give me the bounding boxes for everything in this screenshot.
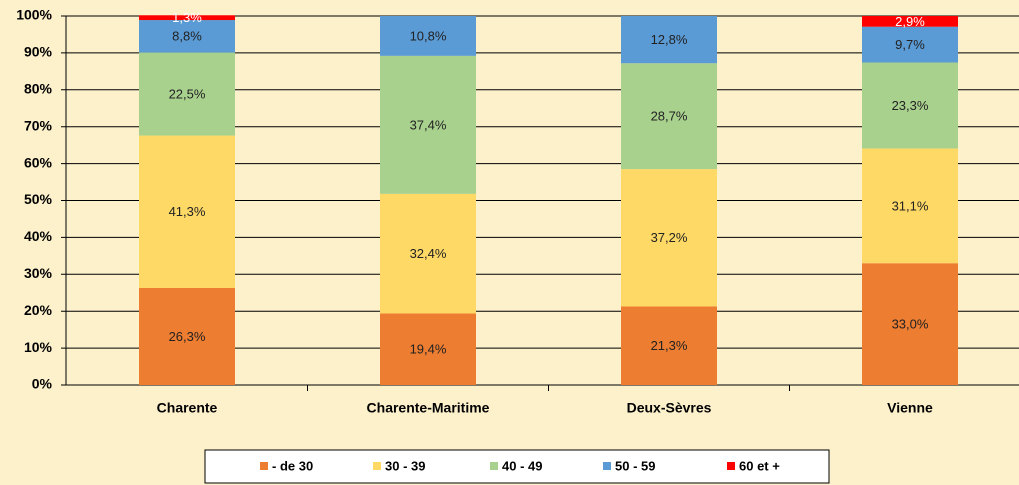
bar-segment: [621, 169, 717, 307]
y-tick-label: 30%: [24, 265, 53, 281]
y-tick-label: 20%: [24, 302, 53, 318]
y-tick-label: 50%: [24, 191, 53, 207]
data-label: 10,8%: [410, 28, 447, 43]
data-label: 21,3%: [651, 338, 688, 353]
bar-segment: [862, 26, 958, 63]
data-label: 33,0%: [892, 317, 929, 332]
x-tick-label: Charente-Maritime: [367, 400, 490, 416]
data-label: 19,4%: [410, 342, 447, 357]
legend-swatch: [260, 462, 268, 470]
bar-segment: [139, 15, 235, 21]
legend-box: [204, 449, 830, 484]
y-tick-label: 100%: [16, 7, 52, 23]
bar-segment: [380, 313, 476, 385]
bar-segment: [139, 287, 235, 385]
legend-swatch: [727, 462, 735, 470]
legend-label: 40 - 49: [502, 458, 542, 473]
legend-label: - de 30: [272, 458, 313, 473]
x-tick-label: Charente: [157, 400, 218, 416]
bar-segment: [862, 148, 958, 264]
data-label: 31,1%: [892, 198, 929, 213]
data-label: 9,7%: [895, 37, 925, 52]
bar-segment: [621, 306, 717, 385]
bar-segment: [862, 263, 958, 385]
data-label: 22,5%: [169, 86, 206, 101]
y-tick-label: 80%: [24, 81, 53, 97]
x-tick-label: Vienne: [887, 400, 933, 416]
y-tick-label: 60%: [24, 154, 53, 170]
legend-label: 50 - 59: [615, 458, 655, 473]
bar-segment: [380, 16, 476, 56]
bar-segment: [139, 20, 235, 53]
bar-segment: [139, 52, 235, 136]
bar-segment: [862, 16, 958, 27]
data-label: 1,3%: [172, 10, 202, 25]
legend-swatch: [373, 462, 381, 470]
data-label: 2,9%: [895, 14, 925, 29]
legend-swatch: [490, 462, 498, 470]
bar-segment: [139, 135, 235, 288]
y-tick-label: 10%: [24, 339, 53, 355]
y-tick-label: 40%: [24, 228, 53, 244]
bar-segment: [862, 62, 958, 149]
data-label: 37,2%: [651, 230, 688, 245]
legend-label: 60 et +: [739, 458, 780, 473]
y-tick-label: 70%: [24, 117, 53, 133]
data-label: 37,4%: [410, 117, 447, 132]
legend-label: 30 - 39: [385, 458, 425, 473]
bar-segment: [621, 16, 717, 64]
data-label: 23,3%: [892, 98, 929, 113]
data-label: 26,3%: [169, 329, 206, 344]
data-label: 28,7%: [651, 109, 688, 124]
data-label: 41,3%: [169, 204, 206, 219]
y-tick-label: 90%: [24, 44, 53, 60]
data-label: 32,4%: [410, 246, 447, 261]
y-tick-label: 0%: [32, 376, 53, 392]
bar-segment: [621, 63, 717, 170]
legend-swatch: [603, 462, 611, 470]
bar-segment: [380, 55, 476, 194]
data-label: 12,8%: [651, 32, 688, 47]
x-tick-label: Deux-Sèvres: [627, 400, 712, 416]
bar-segment: [380, 193, 476, 314]
data-label: 8,8%: [172, 29, 202, 44]
